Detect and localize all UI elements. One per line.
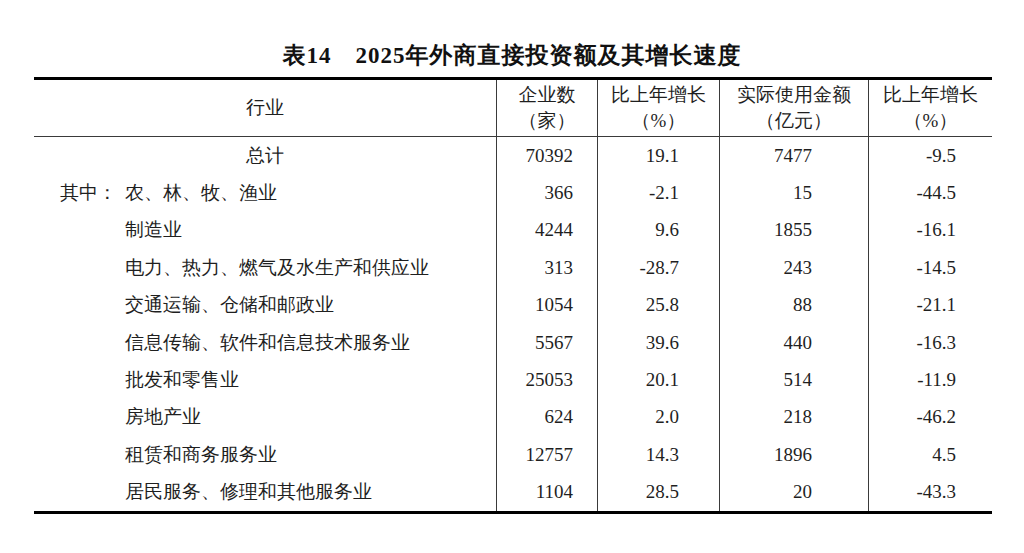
enterprises-cell: 1104	[496, 474, 597, 511]
enterprises-cell: 12757	[496, 436, 597, 473]
enterprise-growth-cell: 9.6	[597, 212, 719, 249]
industry-name: 租赁和商务服务业	[125, 442, 277, 468]
amount-growth-cell: -14.5	[868, 249, 992, 286]
amount-cell: 1855	[719, 212, 868, 249]
enterprises-cell: 1054	[496, 287, 597, 324]
enterprise-growth-cell: 25.8	[597, 287, 719, 324]
header-actual-amount: 实际使用金额 （亿元）	[719, 80, 868, 137]
industry-name: 制造业	[125, 217, 182, 243]
amount-cell: 1896	[719, 436, 868, 473]
header-amount-growth: 比上年增长 （%）	[868, 80, 992, 137]
fdi-table: 行业 企业数 （家） 比上年增长 （%） 实际使用金额 （亿元） 比上年增长 （…	[34, 77, 992, 514]
amount-growth-cell: -43.3	[868, 474, 992, 511]
amount-growth-cell: -44.5	[868, 174, 992, 211]
industry-cell: 其中： 农、林、牧、渔业	[34, 174, 496, 211]
industry-cell: 租赁和商务服务业	[34, 436, 496, 473]
amount-growth-cell: -9.5	[868, 137, 992, 174]
enterprises-cell: 25053	[496, 361, 597, 398]
enterprise-growth-cell: 39.6	[597, 324, 719, 361]
enterprise-growth-cell: 2.0	[597, 399, 719, 436]
table-title: 表14 2025年外商直接投资额及其增长速度	[0, 40, 1024, 71]
amount-cell: 514	[719, 361, 868, 398]
enterprises-cell: 313	[496, 249, 597, 286]
industry-cell: 交通运输、仓储和邮政业	[34, 287, 496, 324]
amount-growth-cell: -11.9	[868, 361, 992, 398]
header-enterprise-growth-line2: （%）	[632, 108, 686, 134]
amount-growth-cell: -16.1	[868, 212, 992, 249]
header-enterprise-count-line2: （家）	[519, 108, 576, 134]
amount-cell: 440	[719, 324, 868, 361]
statistical-report-page: 表14 2025年外商直接投资额及其增长速度 行业 企业数 （家） 比上年增长 …	[0, 0, 1024, 553]
industry-name: 总计	[246, 143, 284, 169]
enterprise-growth-cell: 20.1	[597, 361, 719, 398]
enterprise-growth-cell: 28.5	[597, 474, 719, 511]
industry-cell: 电力、热力、燃气及水生产和供应业	[34, 249, 496, 286]
amount-growth-cell: 4.5	[868, 436, 992, 473]
industry-cell: 居民服务、修理和其他服务业	[34, 474, 496, 511]
amount-growth-cell: -46.2	[868, 399, 992, 436]
enterprise-growth-cell: 14.3	[597, 436, 719, 473]
industry-name: 信息传输、软件和信息技术服务业	[125, 330, 410, 356]
enterprises-cell: 4244	[496, 212, 597, 249]
industry-cell: 批发和零售业	[34, 361, 496, 398]
header-amount-growth-line2: （%）	[904, 108, 958, 134]
industry-name: 居民服务、修理和其他服务业	[125, 479, 372, 505]
header-industry: 行业	[34, 80, 496, 137]
enterprises-cell: 5567	[496, 324, 597, 361]
amount-cell: 243	[719, 249, 868, 286]
enterprise-growth-cell: 19.1	[597, 137, 719, 174]
amount-cell: 7477	[719, 137, 868, 174]
amount-growth-cell: -16.3	[868, 324, 992, 361]
enterprises-cell: 366	[496, 174, 597, 211]
header-actual-amount-line2: （亿元）	[756, 108, 832, 134]
amount-growth-cell: -21.1	[868, 287, 992, 324]
industry-cell: 制造业	[34, 212, 496, 249]
industry-name: 交通运输、仓储和邮政业	[125, 292, 334, 318]
amount-cell: 218	[719, 399, 868, 436]
industry-prefix: 其中：	[60, 180, 125, 206]
industry-cell: 总计	[34, 137, 496, 174]
industry-cell: 房地产业	[34, 399, 496, 436]
amount-cell: 15	[719, 174, 868, 211]
enterprises-cell: 70392	[496, 137, 597, 174]
header-actual-amount-line1: 实际使用金额	[737, 82, 851, 108]
header-amount-growth-line1: 比上年增长	[883, 82, 978, 108]
industry-name: 电力、热力、燃气及水生产和供应业	[125, 255, 429, 281]
amount-cell: 20	[719, 474, 868, 511]
industry-name: 批发和零售业	[125, 367, 239, 393]
enterprise-growth-cell: -2.1	[597, 174, 719, 211]
industry-name: 房地产业	[125, 404, 201, 430]
header-enterprise-count: 企业数 （家）	[496, 80, 597, 137]
industry-cell: 信息传输、软件和信息技术服务业	[34, 324, 496, 361]
enterprises-cell: 624	[496, 399, 597, 436]
amount-cell: 88	[719, 287, 868, 324]
industry-name: 农、林、牧、渔业	[125, 180, 277, 206]
enterprise-growth-cell: -28.7	[597, 249, 719, 286]
header-enterprise-count-line1: 企业数	[519, 82, 576, 108]
header-enterprise-growth: 比上年增长 （%）	[597, 80, 719, 137]
header-enterprise-growth-line1: 比上年增长	[611, 82, 706, 108]
header-industry-label: 行业	[246, 95, 284, 121]
